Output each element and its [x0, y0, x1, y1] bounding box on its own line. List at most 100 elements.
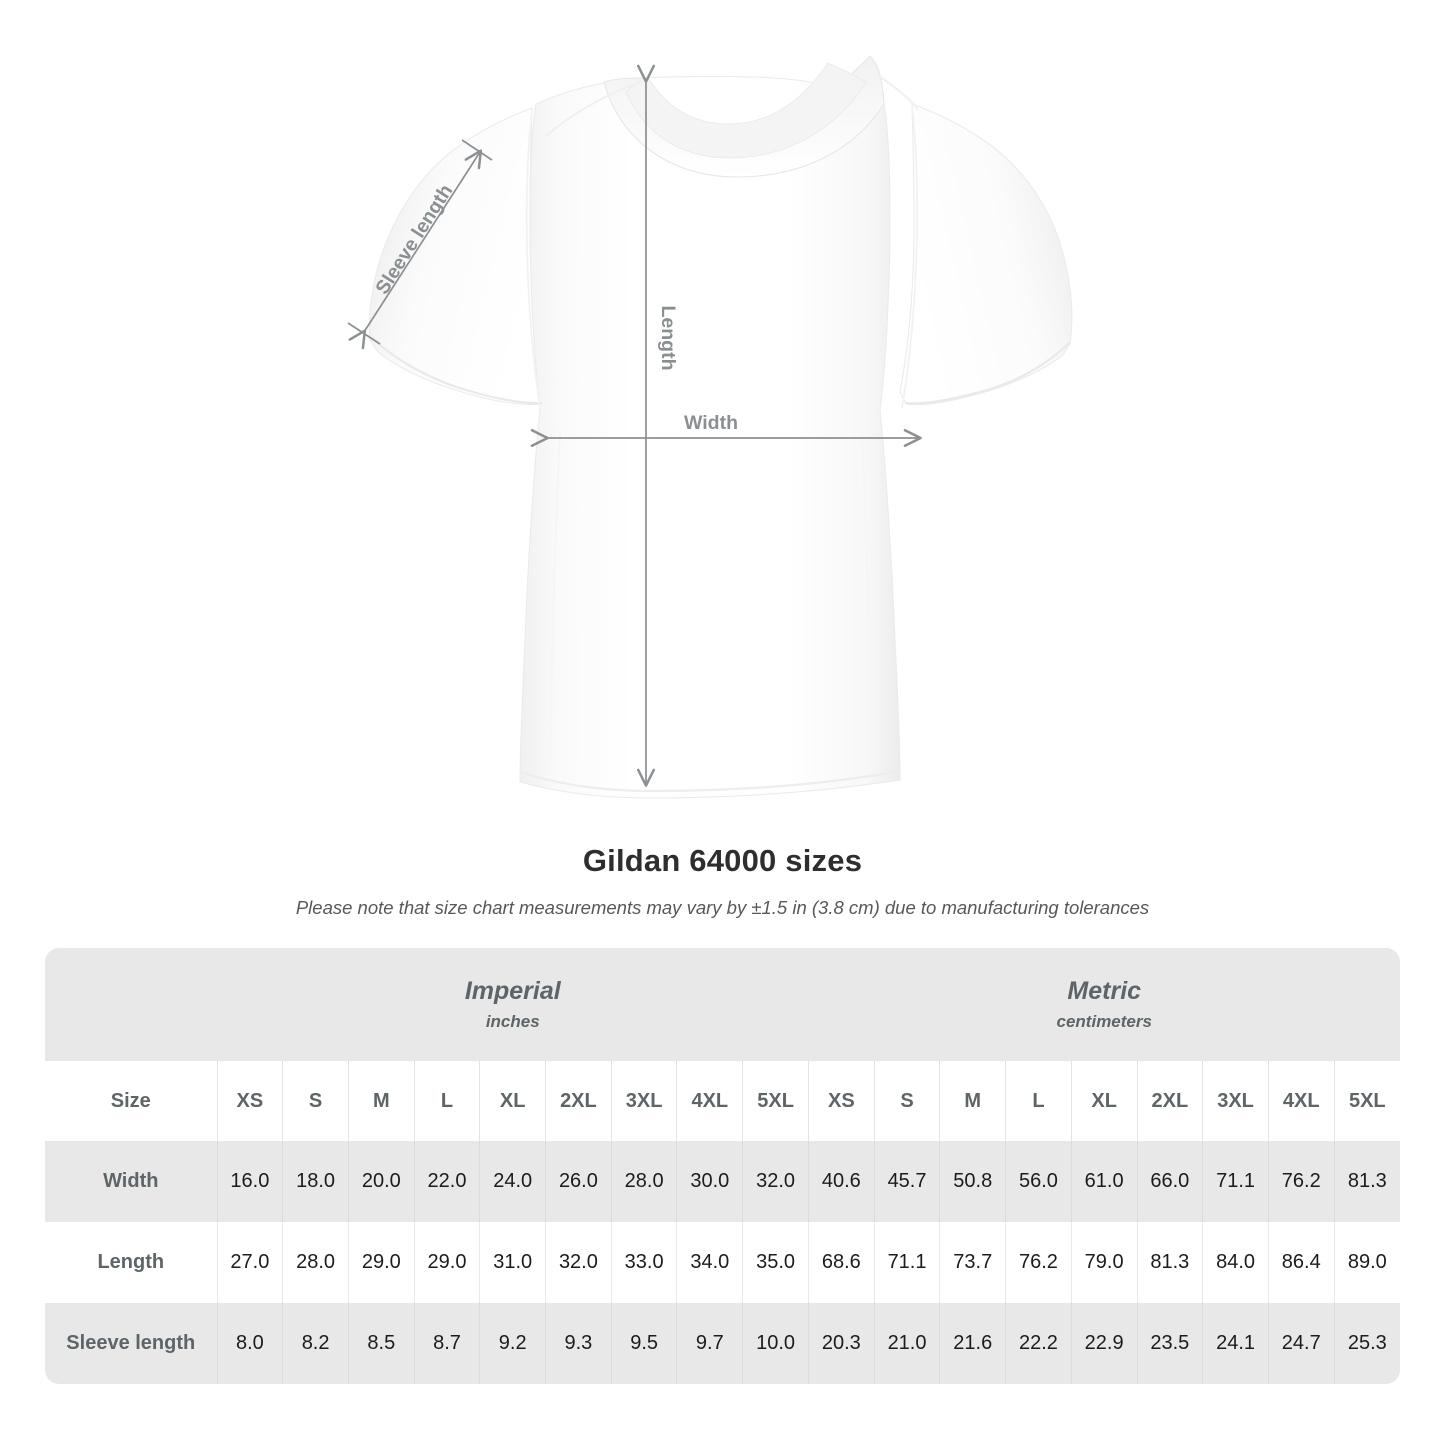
cell-value: 20.0	[347, 1141, 415, 1222]
cell-value: 21.0	[873, 1303, 940, 1384]
unit-group-imperial: Imperial inches	[217, 948, 809, 1061]
cell-value: 84.0	[1202, 1222, 1269, 1303]
cell-value: 9.3	[545, 1303, 612, 1384]
unit-group-subtitle: centimeters	[1056, 1012, 1152, 1032]
table-row: Sleeve length 8.0 8.2 8.5 8.7 9.2 9.3 9.5 9.7 10.…	[45, 1303, 1400, 1384]
size-header-2xl-imperial: 2XL	[545, 1061, 612, 1141]
size-header-xs-imperial: XS	[216, 1061, 283, 1141]
unit-group-metric: Metric centimeters	[808, 948, 1400, 1061]
right-shoulder-seam	[875, 73, 919, 111]
size-header-5xl-imperial: 5XL	[742, 1061, 809, 1141]
size-header-m-metric: M	[939, 1061, 1006, 1141]
cell-value: 8.2	[282, 1303, 349, 1384]
cell-value: 22.9	[1070, 1303, 1137, 1384]
unit-group-row: Imperial inches Metric centimeters	[45, 948, 1400, 1061]
cell-value: 31.0	[479, 1222, 546, 1303]
unit-group-subtitle: inches	[485, 1012, 540, 1032]
cell-value: 89.0	[1333, 1222, 1400, 1303]
size-chart-table-container: Imperial inches Metric centimeters Size XS S…	[45, 948, 1400, 1384]
sleeve-length-arrow	[348, 149, 483, 350]
cell-value: 24.0	[479, 1141, 546, 1222]
table-body: Width 16.0 18.0 20.0 22.0 24.0 26.0 28.0 30.0 32.…	[45, 1141, 1400, 1384]
cell-value: 22.0	[413, 1141, 480, 1222]
left-sleeve-hem	[371, 337, 543, 405]
cell-value: 24.7	[1267, 1303, 1335, 1384]
cell-value: 76.2	[1267, 1141, 1335, 1222]
cell-value: 24.1	[1202, 1303, 1269, 1384]
table-head: Imperial inches Metric centimeters Size XS S…	[45, 948, 1400, 1141]
cell-value: 71.1	[1202, 1141, 1269, 1222]
cell-value: 8.7	[413, 1303, 480, 1384]
cell-value: 29.0	[413, 1222, 480, 1303]
size-header-l-imperial: L	[413, 1061, 480, 1141]
cell-value: 71.1	[873, 1222, 940, 1303]
right-sleeve-hem	[904, 341, 1071, 405]
unit-row-spacer	[45, 948, 218, 1061]
size-header-3xl-imperial: 3XL	[610, 1061, 677, 1141]
cell-value: 86.4	[1267, 1222, 1335, 1303]
cell-value: 76.2	[1005, 1222, 1072, 1303]
size-header-m-imperial: M	[347, 1061, 415, 1141]
tshirt-illustration: Sleeve length Length Width	[347, 55, 1073, 799]
cell-value: 18.0	[282, 1141, 349, 1222]
left-shoulder-seam	[545, 79, 647, 137]
cell-value: 66.0	[1136, 1141, 1203, 1222]
cell-value: 9.2	[479, 1303, 546, 1384]
table-row: Width 16.0 18.0 20.0 22.0 24.0 26.0 28.0 30.0 32.…	[45, 1141, 1400, 1222]
shirt-hem	[519, 769, 901, 793]
cell-value: 27.0	[216, 1222, 283, 1303]
size-header-5xl-metric: 5XL	[1333, 1061, 1400, 1141]
size-header-3xl-metric: 3XL	[1202, 1061, 1269, 1141]
cell-value: 20.3	[807, 1303, 875, 1384]
unit-group-name: Metric	[1067, 977, 1142, 1006]
length-label: Length	[657, 306, 679, 371]
tolerance-note: Please note that size chart measurements…	[295, 897, 1150, 919]
size-header-xl-metric: XL	[1070, 1061, 1137, 1141]
cell-value: 22.2	[1005, 1303, 1072, 1384]
cell-value: 9.5	[610, 1303, 677, 1384]
left-armhole-seam	[525, 109, 541, 409]
cell-value: 23.5	[1136, 1303, 1203, 1384]
size-chart-table: Imperial inches Metric centimeters Size XS S…	[45, 948, 1400, 1384]
sleeve-tick-top	[461, 139, 493, 161]
cell-value: 40.6	[807, 1141, 875, 1222]
size-header-l-metric: L	[1005, 1061, 1072, 1141]
cell-value: 35.0	[742, 1222, 809, 1303]
size-header-4xl-imperial: 4XL	[676, 1061, 743, 1141]
body-fold-right	[861, 429, 873, 761]
size-header-s-metric: S	[873, 1061, 940, 1141]
cell-value: 8.5	[347, 1303, 415, 1384]
row-label-length: Length	[45, 1222, 218, 1303]
cell-value: 28.0	[610, 1141, 677, 1222]
cell-value: 10.0	[742, 1303, 809, 1384]
size-header-xs-metric: XS	[807, 1061, 875, 1141]
row-label-sleeve-length: Sleeve length	[45, 1303, 218, 1384]
cell-value: 81.3	[1333, 1141, 1400, 1222]
cell-value: 30.0	[676, 1141, 743, 1222]
size-header-2xl-metric: 2XL	[1136, 1061, 1203, 1141]
tshirt-diagram: Sleeve length Length Width	[347, 55, 1073, 799]
width-label: Width	[684, 412, 738, 434]
cell-value: 25.3	[1333, 1303, 1400, 1384]
table-row: Length 27.0 28.0 29.0 29.0 31.0 32.0 33.0 34.0 35…	[45, 1222, 1400, 1303]
cell-value: 56.0	[1005, 1141, 1072, 1222]
body-fold-left	[549, 429, 561, 761]
cell-value: 33.0	[610, 1222, 677, 1303]
sleeve-tick-bottom	[347, 322, 381, 345]
page-title: Gildan 64000 sizes	[582, 843, 863, 878]
cell-value: 81.3	[1136, 1222, 1203, 1303]
cell-value: 21.6	[939, 1303, 1006, 1384]
collar-inner	[625, 62, 867, 159]
cell-value: 26.0	[545, 1141, 612, 1222]
cell-value: 68.6	[807, 1222, 875, 1303]
cell-value: 79.0	[1070, 1222, 1137, 1303]
size-header-s-imperial: S	[282, 1061, 349, 1141]
cell-value: 32.0	[742, 1141, 809, 1222]
cell-value: 8.0	[216, 1303, 283, 1384]
size-header-xl-imperial: XL	[479, 1061, 546, 1141]
cell-value: 73.7	[939, 1222, 1006, 1303]
cell-value: 29.0	[347, 1222, 415, 1303]
row-label-width: Width	[45, 1141, 218, 1222]
heading-block: Gildan 64000 sizes Please note that size…	[0, 842, 1445, 919]
size-column-header: Size	[45, 1061, 218, 1141]
